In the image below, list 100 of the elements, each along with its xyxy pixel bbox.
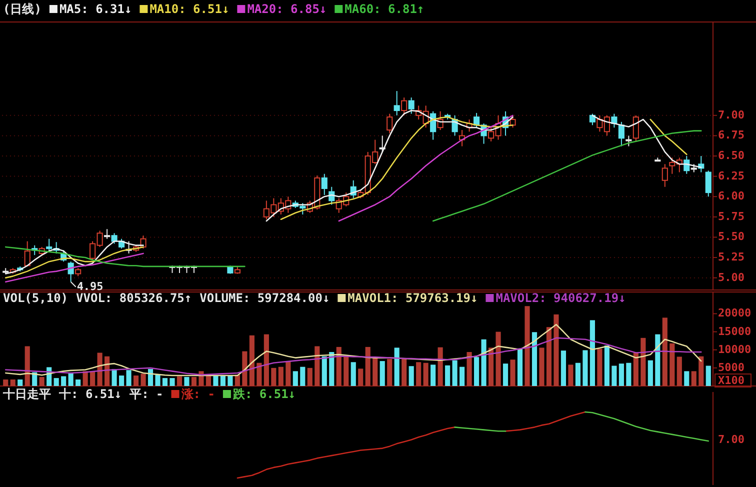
- bar: [170, 378, 175, 386]
- bar: [220, 376, 226, 386]
- y-tick-label: 5.75: [718, 210, 744, 223]
- candlestick: [408, 97, 414, 114]
- bar: [90, 371, 96, 386]
- bar: [18, 379, 23, 386]
- y-tick-label: 5.25: [718, 250, 744, 264]
- candlestick: [394, 90, 400, 116]
- bar: [350, 362, 356, 386]
- bar: [133, 376, 139, 386]
- bar: [460, 366, 465, 386]
- y-tick-label: 10000: [718, 342, 752, 356]
- legend-label: 跌: 6.51↓: [232, 387, 296, 401]
- bar: [119, 376, 124, 386]
- candlestick: [662, 164, 668, 188]
- bar: [481, 339, 486, 386]
- bar: [82, 371, 88, 386]
- bar: [155, 374, 160, 386]
- bar: [249, 335, 254, 386]
- bar: [626, 362, 632, 386]
- y-tick-label: 7.00: [718, 108, 744, 122]
- bar: [676, 356, 682, 386]
- bar: [655, 334, 660, 386]
- y-tick-label: 20000: [718, 306, 752, 320]
- bar: [336, 346, 342, 386]
- bar: [97, 352, 102, 386]
- bar: [496, 332, 501, 386]
- bar: [532, 332, 538, 386]
- bar: [278, 366, 284, 386]
- bar: [387, 358, 392, 386]
- bar: [502, 364, 508, 386]
- bar: [575, 362, 581, 386]
- candlestick: [386, 113, 393, 134]
- chart-title: VOL(5,10): [3, 291, 68, 305]
- bar: [408, 366, 414, 386]
- bar: [140, 374, 146, 386]
- bar: [445, 365, 450, 386]
- candlestick: [618, 121, 624, 147]
- bar: [10, 379, 16, 386]
- bar: [68, 372, 74, 386]
- legend-label: MAVOL1: 579763.19↓: [348, 291, 478, 305]
- text: X100: [718, 374, 744, 388]
- legend-label: 涨: -: [180, 387, 215, 401]
- bar: [3, 379, 8, 386]
- bar: [466, 352, 472, 386]
- candlestick: [705, 170, 712, 198]
- bar: [539, 348, 544, 386]
- annotation: VOLUME: 597284.00↓: [200, 291, 330, 305]
- bar: [612, 366, 617, 386]
- bar: [256, 362, 262, 386]
- candlestick: [510, 114, 516, 128]
- bar: [546, 327, 552, 386]
- bar: [394, 348, 400, 386]
- candlestick: [626, 135, 632, 147]
- bar: [372, 358, 378, 386]
- bar: [358, 368, 364, 386]
- y-tick-label: 6.00: [718, 190, 744, 203]
- bar: [691, 371, 696, 386]
- bar: [380, 361, 385, 386]
- bar: [597, 348, 602, 386]
- bar: [148, 369, 154, 386]
- bar: [524, 306, 530, 386]
- text: 平: -: [128, 387, 164, 401]
- y-tick-label: 6.50: [718, 149, 744, 162]
- bar: [61, 376, 66, 386]
- legend-label: MAVOL2: 940627.19↓: [496, 291, 626, 305]
- bar: [286, 361, 291, 386]
- bar: [242, 351, 248, 386]
- bar: [510, 360, 516, 386]
- bar: [416, 362, 422, 386]
- bar: [176, 376, 182, 386]
- bar: [402, 358, 407, 386]
- bar: [307, 368, 312, 386]
- legend-label: MA60: 6.81↑: [344, 2, 424, 16]
- bar: [648, 360, 653, 386]
- bar: [662, 318, 668, 386]
- chart-title: (日线): [3, 2, 42, 16]
- bar: [54, 378, 59, 386]
- candlestick: [111, 232, 118, 244]
- candlestick: [589, 113, 596, 126]
- bar: [191, 376, 197, 386]
- bar: [604, 346, 610, 386]
- bar: [292, 371, 298, 386]
- candlestick: [24, 240, 30, 266]
- bar: [560, 350, 566, 386]
- bar: [126, 370, 132, 386]
- annotation: 4.95: [76, 280, 104, 293]
- y-tick-label: 6.75: [718, 128, 744, 142]
- bar: [24, 346, 30, 386]
- y-tick-label: 5.50: [718, 230, 744, 244]
- bar: [322, 356, 327, 386]
- bar: [618, 364, 624, 386]
- bar: [344, 356, 349, 386]
- chart-title: 十日走平: [2, 387, 51, 401]
- bar: [430, 364, 436, 386]
- bar: [112, 369, 117, 386]
- bar: [271, 368, 276, 386]
- y-tick-label: 5.00: [718, 270, 744, 284]
- bar: [568, 364, 574, 386]
- y-tick-label: 15000: [718, 324, 752, 338]
